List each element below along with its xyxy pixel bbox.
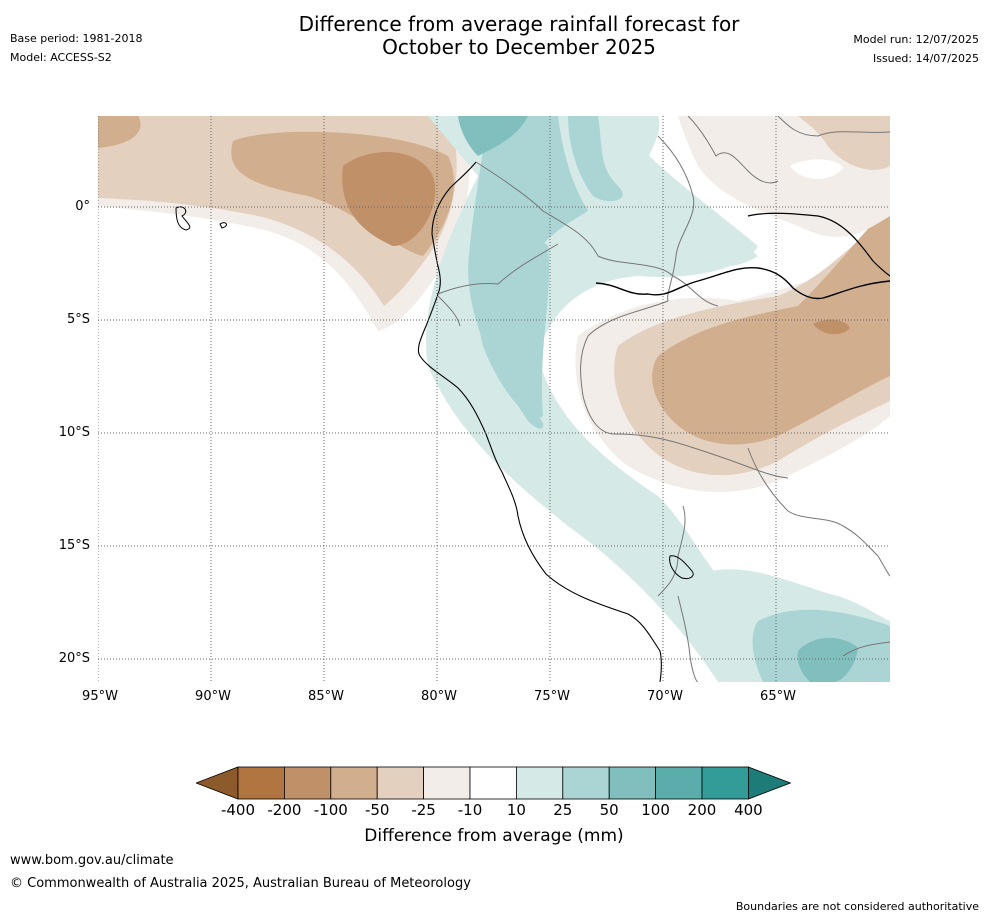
- amazon-dry-inner: [652, 206, 890, 445]
- colorbar-tick-label: -10: [457, 801, 483, 819]
- colorbar-tick-label: -50: [364, 801, 390, 819]
- colorbar-cell: [423, 766, 471, 800]
- footer-copyright: © Commonwealth of Australia 2025, Austra…: [10, 876, 471, 891]
- coast-wet-mid-2: [475, 235, 550, 418]
- colorbar-cell: [701, 766, 749, 800]
- colorbar-cell: [608, 766, 657, 800]
- colorbar-cell: [515, 766, 564, 800]
- lake-titicaca: [669, 555, 694, 579]
- galapagos-island-1: [175, 206, 191, 231]
- colorbar-cell: [284, 766, 332, 800]
- colorbar-tick-label: -100: [313, 801, 348, 819]
- title-line-1: Difference from average rainfall forecas…: [298, 12, 740, 36]
- colorbar-tick-label: 50: [599, 801, 619, 819]
- ocean-dry-core: [342, 152, 436, 246]
- colorbar-tick-label: -25: [411, 801, 436, 819]
- colorbar-tick-label: 25: [553, 801, 573, 819]
- coast-wet-core: [458, 116, 528, 156]
- northeast-dry-inner: [798, 116, 890, 170]
- colorbar-extend-high: [748, 766, 792, 800]
- colorbar-cell: [376, 766, 424, 800]
- lon-label-65w: 65°W: [760, 689, 796, 704]
- colorbar-tick-label: -200: [267, 801, 302, 819]
- colorbar-cell: [562, 766, 610, 800]
- amazon-dry-core: [813, 319, 850, 335]
- lon-label-95w: 95°W: [82, 689, 118, 704]
- lat-label-15s: 15°S: [58, 538, 90, 553]
- galapagos-island-2: [219, 222, 227, 229]
- lon-label-80w: 80°W: [421, 689, 457, 704]
- colorbar-tick-label: 200: [687, 801, 717, 819]
- amazon-river: [595, 266, 890, 300]
- colorbar-cell: [469, 766, 517, 800]
- lon-label-75w: 75°W: [534, 689, 570, 704]
- rio-negro: [747, 212, 890, 277]
- north-wet-inner: [568, 116, 623, 202]
- map-gridlines: [98, 116, 890, 682]
- lon-label-90w: 90°W: [195, 689, 231, 704]
- base-period: Base period: 1981-2018: [10, 32, 143, 45]
- lat-label-20s: 20°S: [58, 651, 90, 666]
- country-boundaries: [437, 116, 890, 682]
- footer-url: www.bom.gov.au/climate: [10, 853, 174, 868]
- lat-label-0: 0°: [75, 199, 90, 214]
- lat-label-10s: 10°S: [58, 425, 90, 440]
- map-panel: [98, 116, 890, 682]
- colorbar-tick-label: -400: [220, 801, 256, 819]
- issued-date: Issued: 14/07/2025: [872, 52, 979, 65]
- lat-label-5s: 5°S: [66, 312, 90, 327]
- meta-left: Base period: 1981-2018 Model: ACCESS-S2: [10, 32, 142, 70]
- lon-label-70w: 70°W: [647, 689, 683, 704]
- colorbar-cell: [237, 766, 285, 800]
- colorbar: [196, 766, 792, 800]
- colorbar-tick-label: 400: [734, 801, 763, 819]
- model-run: Model run: 12/07/2025: [853, 33, 979, 46]
- south-america-coastline: [417, 161, 662, 682]
- title-line-2: October to December 2025: [382, 35, 656, 59]
- colorbar-extend-low: [196, 766, 239, 800]
- north-wet-band: [558, 116, 758, 268]
- lon-label-85w: 85°W: [308, 689, 344, 704]
- southeast-wet-core: [797, 637, 858, 682]
- colorbar-cell: [330, 766, 378, 800]
- colorbar-tick-label: 10: [506, 801, 526, 819]
- meta-right: Model run: 12/07/2025 Issued: 14/07/2025: [853, 33, 979, 71]
- colorbar-tick-label: 100: [641, 801, 670, 819]
- colorbar-cell: [655, 766, 703, 800]
- colorbar-title: Difference from average (mm): [364, 826, 624, 846]
- colorbar-cells: [196, 766, 792, 800]
- model-name: Model: ACCESS-S2: [10, 51, 112, 64]
- footer-disclaimer: Boundaries are not considered authoritat…: [735, 900, 979, 913]
- ocean-dry-corner: [98, 116, 141, 148]
- northeast-white-gap: [790, 159, 843, 179]
- map-title: Difference from average rainfall forecas…: [194, 13, 844, 59]
